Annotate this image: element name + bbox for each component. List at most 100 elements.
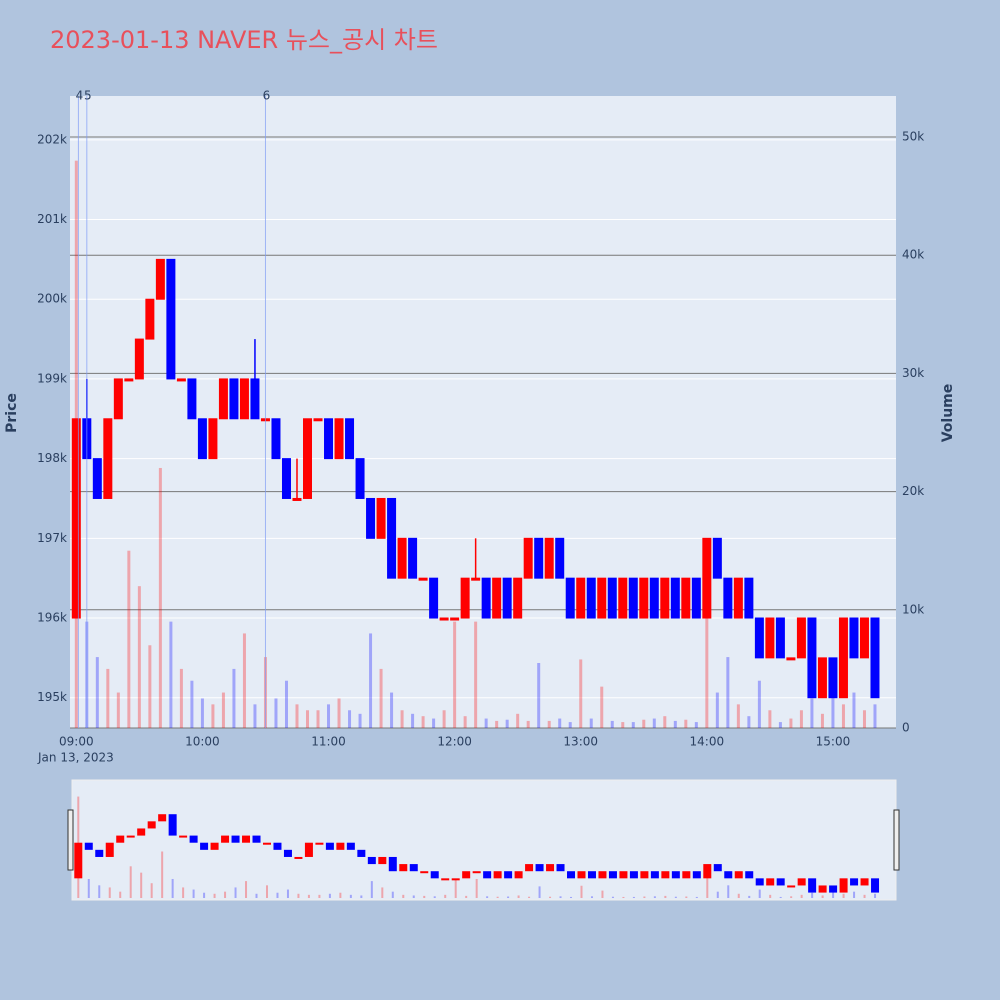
mini-volume-bar (423, 895, 426, 898)
mini-candle (367, 856, 376, 865)
y2-tick-label: 40k (902, 248, 924, 262)
volume-bar (242, 633, 246, 728)
candle-body (429, 577, 439, 619)
volume-bar (337, 698, 341, 728)
volume-bar (558, 718, 562, 728)
mini-volume-bar (486, 896, 489, 898)
chart-title: 2023-01-13 NAVER 뉴스_공시 차트 (50, 26, 438, 54)
mini-candle (346, 842, 355, 850)
mini-volume-bar (611, 896, 614, 898)
volume-bar (474, 621, 478, 728)
mini-volume-bar (706, 876, 709, 898)
mini-volume-bar (119, 891, 122, 898)
volume-bar (379, 668, 383, 728)
volume-bar (463, 716, 467, 728)
mini-volume-bar (98, 885, 101, 898)
volume-bar (841, 704, 845, 728)
candle-body (345, 418, 355, 460)
slider-handle[interactable] (67, 809, 74, 871)
mini-candle (671, 871, 680, 879)
y-tick-label: 201k (37, 212, 67, 226)
candle-body (534, 537, 544, 579)
volume-bar (505, 719, 509, 728)
candle-body (92, 458, 102, 499)
mini-volume-bar (800, 894, 803, 898)
mini-candle (378, 856, 387, 865)
volume-bar (127, 550, 131, 728)
candle-body (681, 577, 691, 619)
mini-volume-bar (475, 878, 478, 898)
mini-candle (682, 871, 691, 879)
candle-body (838, 617, 848, 699)
volume-bar (179, 668, 183, 728)
candle-body (586, 577, 596, 619)
mini-volume-bar (685, 896, 688, 898)
mini-volume-bar (758, 889, 761, 898)
volume-bar (453, 621, 457, 728)
mini-candle (252, 835, 261, 843)
mini-candle (808, 878, 817, 893)
slider-handle[interactable] (893, 809, 900, 871)
mini-candle (399, 864, 408, 872)
candle-body (366, 497, 376, 539)
mini-volume-bar (674, 896, 677, 898)
volume-bar (211, 704, 215, 728)
mini-candle (829, 885, 838, 893)
volume-bar (642, 719, 646, 728)
mini-candle (210, 842, 219, 850)
mini-candle (703, 864, 712, 879)
volume-bar (358, 713, 362, 728)
mini-volume-bar (286, 889, 289, 898)
candle-body (597, 577, 607, 619)
candle-body (733, 577, 743, 619)
mini-volume-bar (87, 878, 90, 898)
candle-body (124, 378, 134, 382)
mini-candle (200, 842, 209, 850)
mini-volume-bar (129, 866, 132, 898)
mini-volume-bar (664, 895, 667, 898)
annotation-label: 6 (263, 89, 271, 103)
volume-bar (221, 692, 225, 728)
mini-candle (294, 856, 303, 859)
candle-body (607, 577, 617, 619)
mini-candle (787, 885, 796, 888)
mini-volume-bar (381, 887, 384, 898)
candle-body (208, 418, 218, 460)
candle-body (439, 617, 449, 621)
mini-volume-bar (318, 894, 321, 898)
volume-bar (526, 720, 530, 728)
mini-candle (661, 871, 670, 879)
mini-volume-bar (842, 893, 845, 898)
mini-candle (336, 842, 345, 850)
volume-bar (327, 704, 331, 728)
mini-candle (860, 878, 869, 886)
volume-bar (799, 710, 803, 728)
mini-candle (315, 842, 324, 845)
y2-tick-label: 10k (902, 602, 924, 616)
mini-volume-bar (517, 895, 520, 898)
candle-body (229, 378, 239, 420)
volume-bar (673, 720, 677, 728)
mini-candle (283, 849, 292, 857)
mini-candle (116, 835, 125, 843)
candle-body (218, 378, 228, 420)
mini-candle (587, 871, 596, 879)
x-tick-label: 09:00 (59, 735, 94, 749)
annotation-label: 5 (84, 89, 92, 103)
volume-bar (589, 718, 593, 728)
candle-body (134, 338, 144, 380)
mini-candle (598, 871, 607, 879)
candle-body (555, 537, 565, 579)
volume-bar (579, 659, 583, 728)
candle-body (649, 577, 659, 619)
candle-body (355, 458, 365, 499)
candle-body (471, 577, 481, 581)
mini-candle (105, 842, 114, 857)
x-tick-label: 10:00 (185, 735, 220, 749)
volume-bar (253, 704, 257, 728)
volume-bar (148, 645, 152, 728)
mini-volume-bar (360, 895, 363, 898)
candle-body (492, 577, 502, 619)
candle-body (775, 617, 785, 659)
candle-body (250, 378, 260, 420)
